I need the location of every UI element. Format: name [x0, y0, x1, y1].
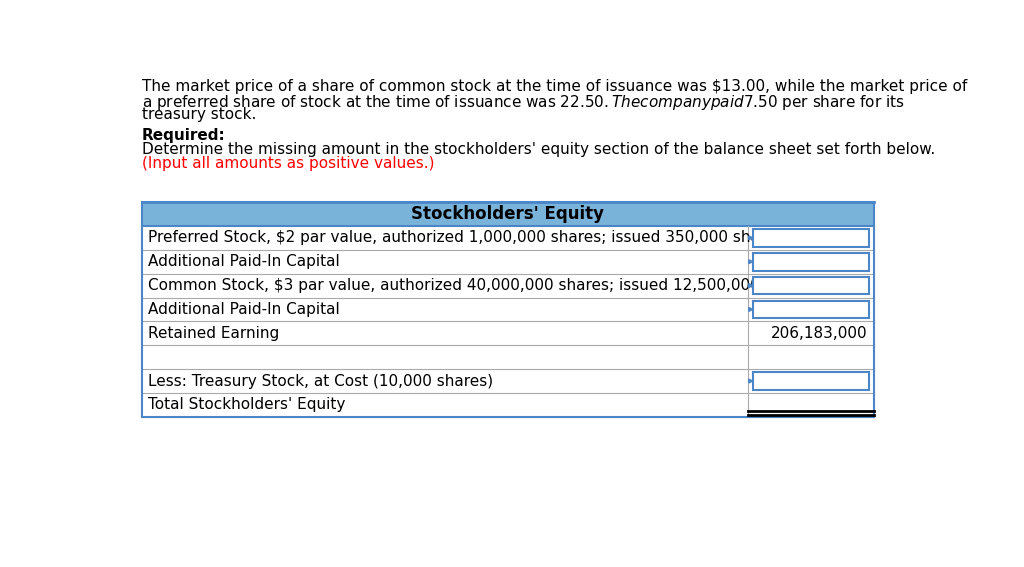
Text: Retained Earning: Retained Earning: [148, 326, 280, 341]
Bar: [142, 321, 873, 345]
Bar: [753, 372, 869, 390]
Text: Determine the missing amount in the stockholders' equity section of the balance : Determine the missing amount in the stoc…: [142, 142, 935, 157]
Text: Required:: Required:: [142, 128, 225, 143]
Text: Additional Paid-In Capital: Additional Paid-In Capital: [148, 254, 340, 269]
Bar: [142, 226, 873, 249]
Text: 206,183,000: 206,183,000: [771, 326, 867, 341]
Polygon shape: [749, 284, 753, 287]
Text: a preferred share of stock at the time of issuance was $22.50. The company paid : a preferred share of stock at the time o…: [142, 92, 904, 112]
Polygon shape: [749, 236, 753, 240]
Bar: [753, 229, 869, 247]
Text: Preferred Stock, $2 par value, authorized 1,000,000 shares; issued 350,000 share: Preferred Stock, $2 par value, authorize…: [148, 230, 783, 246]
Polygon shape: [749, 307, 753, 311]
Bar: [142, 202, 873, 226]
Bar: [142, 249, 873, 274]
Text: (Input all amounts as positive values.): (Input all amounts as positive values.): [142, 156, 434, 171]
Bar: [753, 277, 869, 294]
Bar: [753, 253, 869, 270]
Text: The market price of a share of common stock at the time of issuance was $13.00, : The market price of a share of common st…: [142, 79, 968, 94]
Bar: [142, 345, 873, 369]
Text: Total Stockholders' Equity: Total Stockholders' Equity: [148, 397, 345, 412]
Text: Additional Paid-In Capital: Additional Paid-In Capital: [148, 302, 340, 317]
Bar: [753, 301, 869, 318]
Polygon shape: [749, 379, 753, 383]
Text: Less: Treasury Stock, at Cost (10,000 shares): Less: Treasury Stock, at Cost (10,000 sh…: [148, 374, 494, 388]
Text: Stockholders' Equity: Stockholders' Equity: [412, 205, 604, 223]
Bar: [142, 369, 873, 393]
Bar: [142, 298, 873, 321]
Bar: [142, 274, 873, 298]
Text: Common Stock, $3 par value, authorized 40,000,000 shares; issued 12,500,000 shar: Common Stock, $3 par value, authorized 4…: [148, 278, 815, 293]
Bar: [142, 393, 873, 417]
Text: treasury stock.: treasury stock.: [142, 107, 256, 121]
Polygon shape: [749, 260, 753, 264]
